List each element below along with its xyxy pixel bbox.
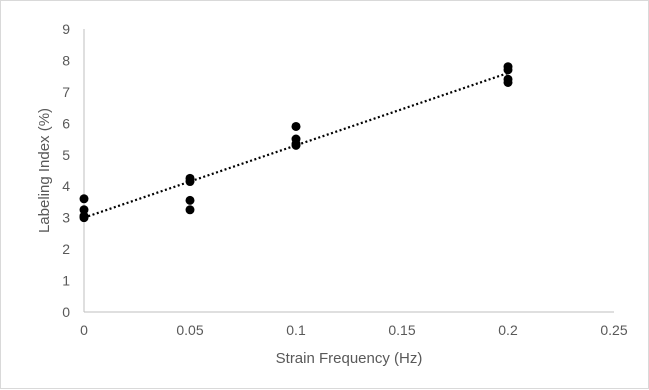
- data-point: [185, 205, 195, 215]
- data-point: [79, 205, 89, 215]
- y-tick-label: 0: [62, 304, 70, 320]
- y-tick-label: 2: [62, 241, 70, 257]
- x-tick-label: 0.1: [286, 322, 306, 338]
- y-tick-label: 7: [62, 84, 70, 100]
- data-point: [291, 140, 301, 150]
- y-tick-label: 9: [62, 21, 70, 37]
- x-axis-title: Strain Frequency (Hz): [276, 350, 423, 367]
- data-point: [79, 194, 89, 204]
- y-tick-label: 5: [62, 147, 70, 163]
- axes: [83, 29, 614, 313]
- y-tick-label: 6: [62, 115, 70, 131]
- y-axis-title: Labeling Index (%): [36, 108, 53, 233]
- x-tick-label: 0.05: [176, 322, 203, 338]
- y-tick-label: 4: [62, 178, 70, 194]
- data-point: [291, 121, 301, 131]
- x-tick-label: 0.25: [600, 322, 627, 338]
- x-tick-label: 0.15: [388, 322, 415, 338]
- y-tick-label: 1: [62, 273, 70, 289]
- y-tick-label: 3: [62, 210, 70, 226]
- y-tick-label: 8: [62, 52, 70, 68]
- data-point: [185, 195, 195, 205]
- tick-labels: 0 1 2 3 4 5 6 7 8 9 0 0.05 0.1 0.15 0.2 0.25: [62, 21, 628, 338]
- data-point: [79, 213, 89, 223]
- x-tick-label: 0: [80, 322, 88, 338]
- data-point: [185, 177, 195, 187]
- data-points: [79, 62, 513, 223]
- x-tick-label: 0.2: [498, 322, 518, 338]
- data-point: [503, 77, 513, 87]
- data-point: [503, 65, 513, 75]
